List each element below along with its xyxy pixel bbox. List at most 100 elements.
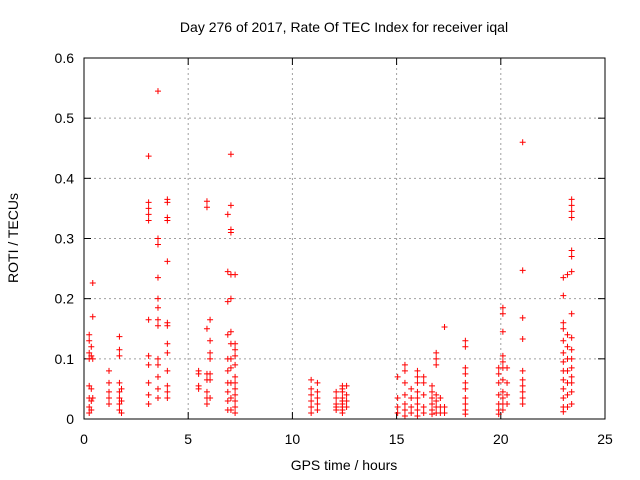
data-point bbox=[224, 211, 231, 218]
data-point bbox=[568, 202, 575, 209]
data-point bbox=[224, 298, 231, 305]
data-point bbox=[560, 349, 567, 356]
data-point bbox=[429, 388, 436, 395]
data-point bbox=[89, 355, 96, 362]
data-point bbox=[560, 319, 567, 326]
data-point bbox=[564, 343, 571, 350]
data-point bbox=[207, 376, 214, 383]
data-point bbox=[519, 267, 526, 274]
data-point bbox=[499, 328, 506, 335]
data-point bbox=[343, 397, 350, 404]
data-point bbox=[232, 409, 239, 416]
data-point bbox=[519, 394, 526, 401]
data-point bbox=[408, 385, 415, 392]
data-point bbox=[504, 391, 511, 398]
data-point bbox=[227, 151, 234, 158]
y-tick-label: 0.5 bbox=[55, 110, 75, 126]
data-point bbox=[232, 340, 239, 347]
x-tick-label: 10 bbox=[285, 431, 301, 447]
data-point bbox=[154, 295, 161, 302]
data-point bbox=[106, 388, 113, 395]
data-point bbox=[462, 385, 469, 392]
y-tick-label: 0.4 bbox=[55, 170, 75, 186]
data-point bbox=[401, 406, 408, 413]
data-point bbox=[308, 403, 315, 410]
x-axis-ticks: 0 5 10 15 20 25 bbox=[80, 58, 613, 447]
data-point bbox=[429, 411, 436, 418]
data-point bbox=[420, 373, 427, 380]
data-point bbox=[499, 394, 506, 401]
data-point bbox=[86, 349, 93, 356]
data-point bbox=[401, 379, 408, 386]
data-point bbox=[116, 388, 123, 395]
data-point bbox=[333, 406, 340, 413]
data-point bbox=[568, 355, 575, 362]
data-point bbox=[207, 349, 214, 356]
data-point bbox=[504, 364, 511, 371]
data-point bbox=[106, 394, 113, 401]
data-point bbox=[232, 391, 239, 398]
data-point bbox=[232, 352, 239, 359]
data-point bbox=[462, 364, 469, 371]
data-point bbox=[195, 385, 202, 392]
data-point bbox=[568, 388, 575, 395]
data-point bbox=[414, 394, 421, 401]
plot-frame bbox=[83, 57, 606, 420]
data-point bbox=[164, 382, 171, 389]
data-point bbox=[195, 370, 202, 377]
data-point bbox=[462, 411, 469, 418]
data-point bbox=[203, 400, 210, 407]
data-point bbox=[420, 391, 427, 398]
data-point bbox=[339, 409, 346, 416]
data-point bbox=[308, 385, 315, 392]
data-point bbox=[164, 388, 171, 395]
data-point bbox=[519, 400, 526, 407]
data-point bbox=[429, 382, 436, 389]
data-point bbox=[89, 280, 96, 287]
data-point bbox=[118, 409, 125, 416]
data-point bbox=[154, 88, 161, 95]
data-point bbox=[519, 335, 526, 342]
data-point bbox=[86, 409, 93, 416]
data-point bbox=[154, 361, 161, 368]
data-point bbox=[519, 367, 526, 374]
data-point bbox=[118, 385, 125, 392]
data-point bbox=[89, 313, 96, 320]
data-point bbox=[207, 337, 214, 344]
y-tick-label: 0.6 bbox=[55, 50, 75, 66]
data-point bbox=[414, 379, 421, 386]
data-point bbox=[227, 394, 234, 401]
data-point bbox=[203, 388, 210, 395]
data-point bbox=[519, 376, 526, 383]
x-tick-label: 20 bbox=[493, 431, 509, 447]
data-point bbox=[560, 274, 567, 281]
data-point bbox=[343, 382, 350, 389]
data-point bbox=[519, 382, 526, 389]
data-point bbox=[154, 304, 161, 311]
data-point bbox=[414, 373, 421, 380]
data-point bbox=[88, 397, 95, 404]
data-point bbox=[232, 385, 239, 392]
data-point bbox=[232, 403, 239, 410]
data-point bbox=[568, 208, 575, 215]
data-point bbox=[462, 400, 469, 407]
data-point bbox=[116, 379, 123, 386]
data-point bbox=[116, 346, 123, 353]
data-point bbox=[224, 268, 231, 275]
data-point bbox=[429, 394, 436, 401]
data-point bbox=[560, 385, 567, 392]
data-point bbox=[499, 352, 506, 359]
data-point bbox=[145, 400, 152, 407]
data-point bbox=[164, 367, 171, 374]
data-point bbox=[401, 361, 408, 368]
data-point bbox=[420, 409, 427, 416]
data-point bbox=[154, 373, 161, 380]
data-point bbox=[564, 331, 571, 338]
data-point bbox=[116, 406, 123, 413]
data-point bbox=[343, 403, 350, 410]
data-point bbox=[568, 196, 575, 203]
data-point bbox=[462, 379, 469, 386]
data-point bbox=[106, 367, 113, 374]
x-tick-label: 0 bbox=[80, 431, 88, 447]
